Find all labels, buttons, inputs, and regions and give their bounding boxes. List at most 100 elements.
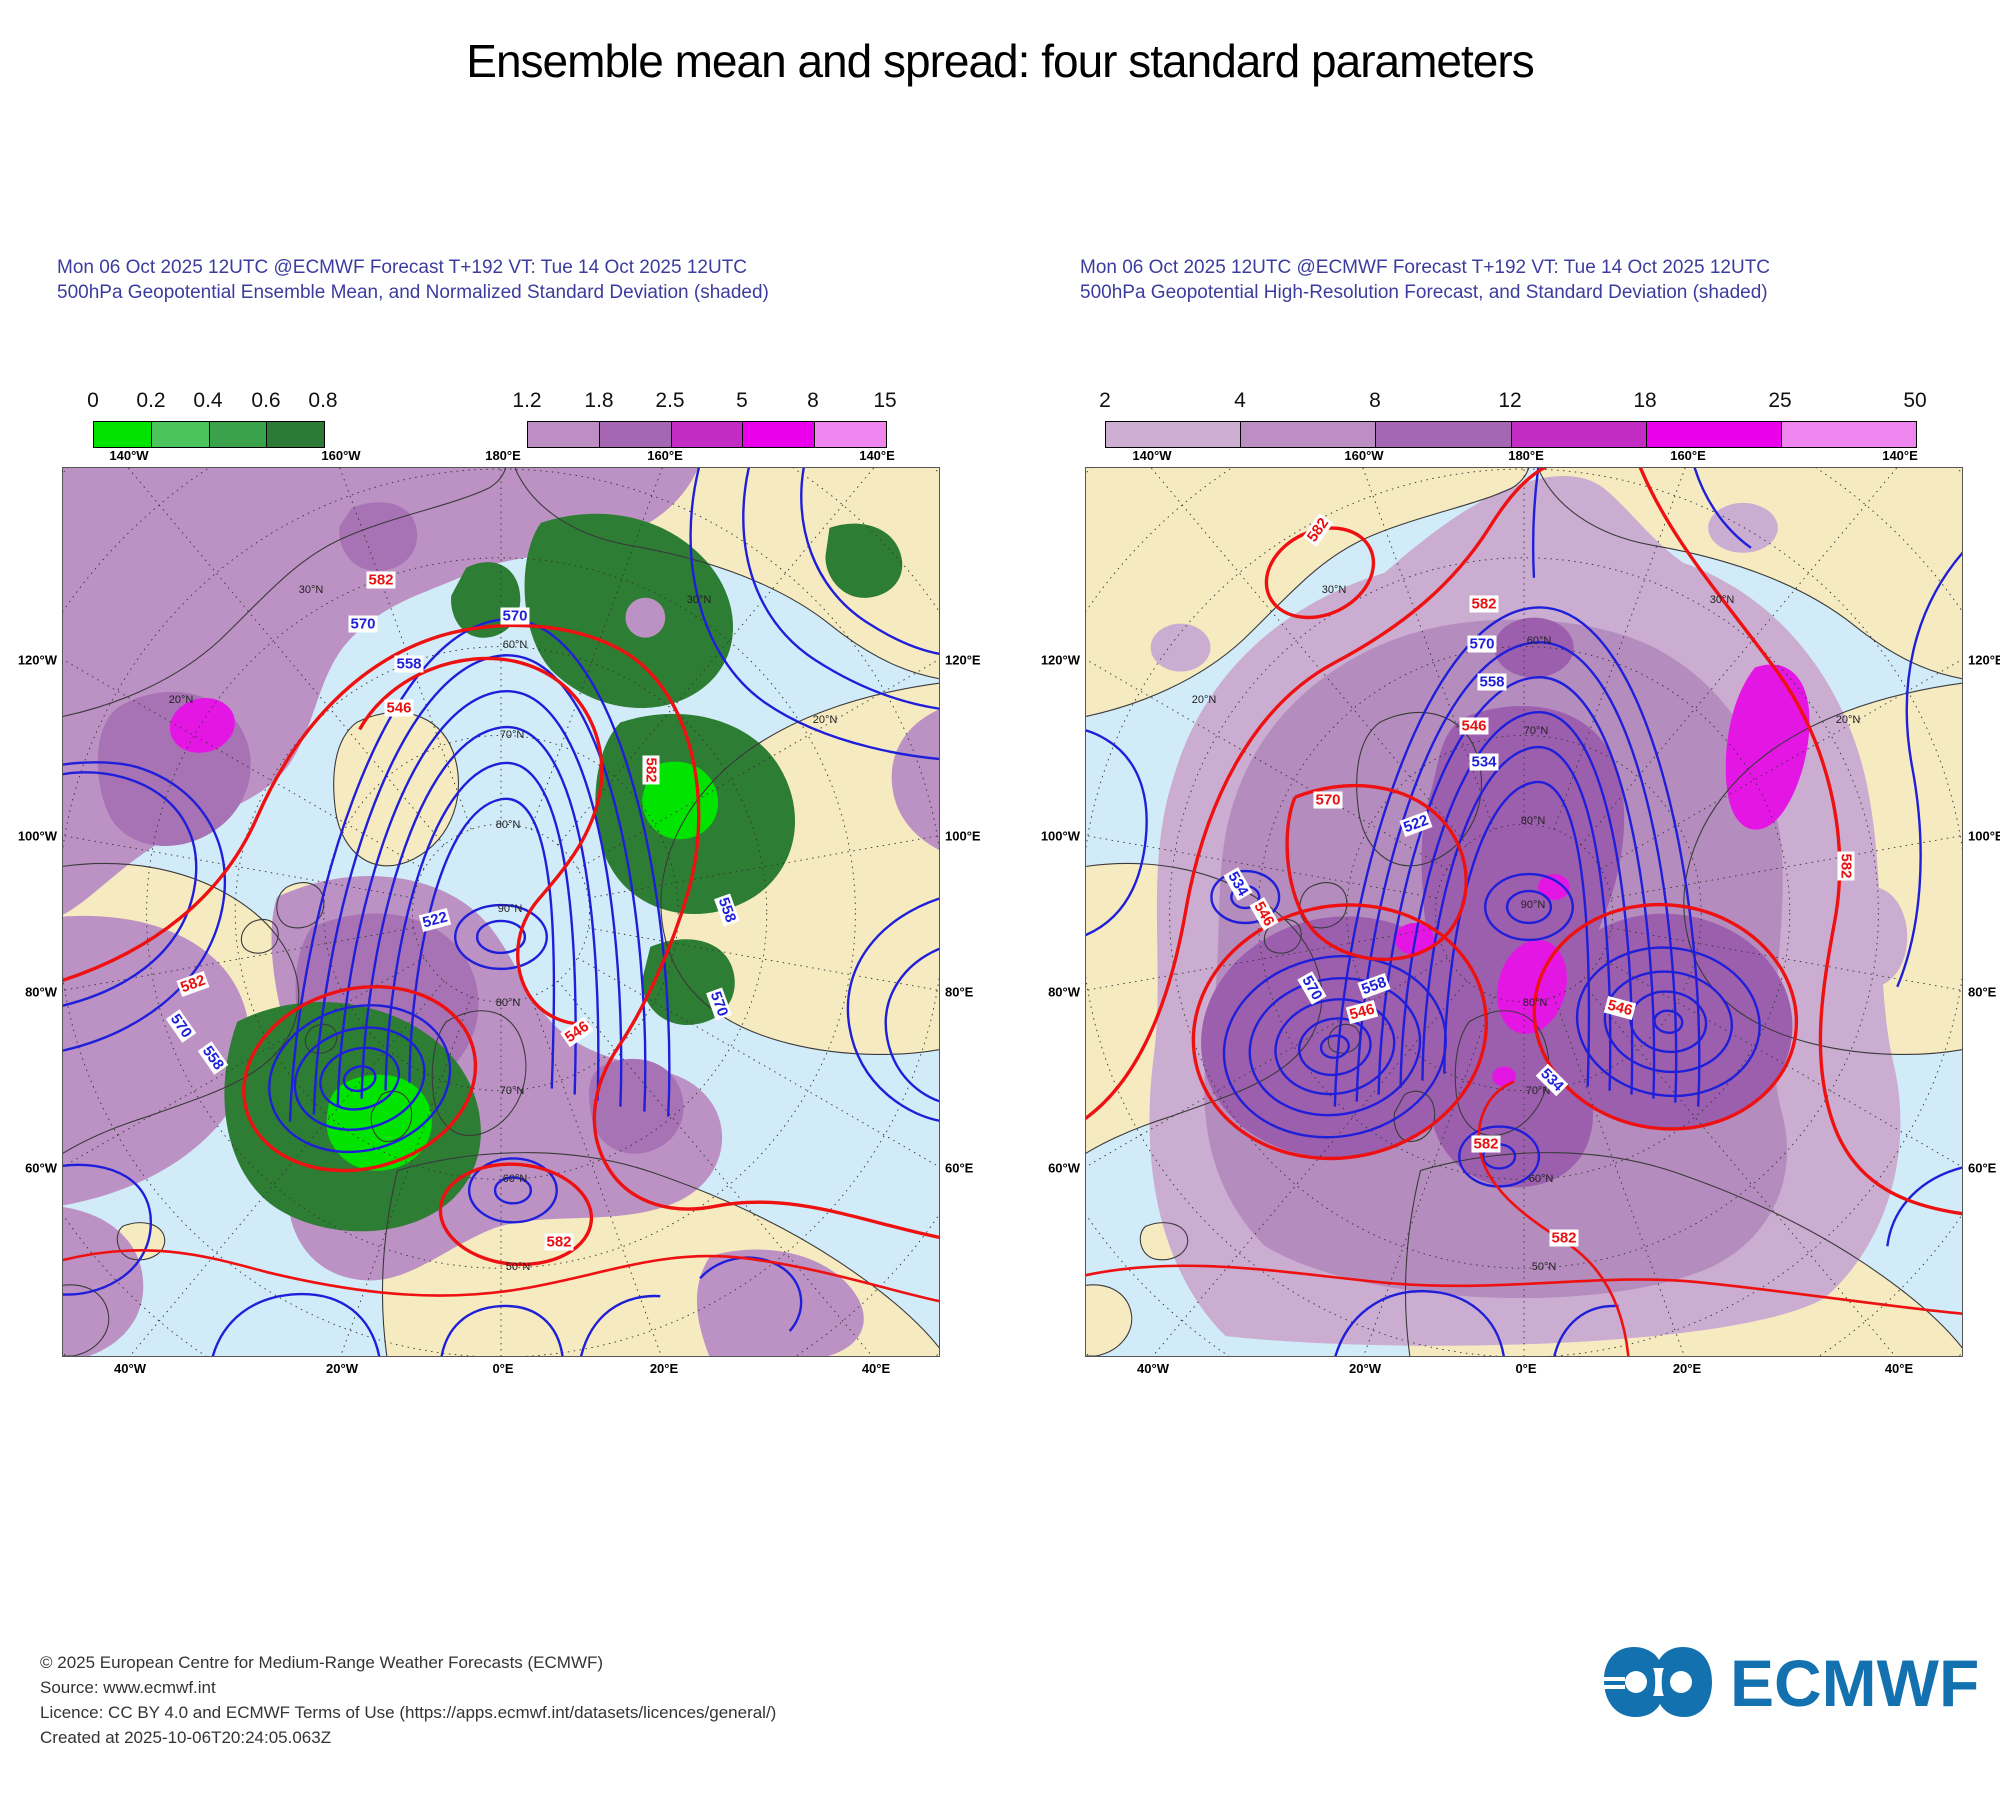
lon-label: 180°E: [1508, 448, 1544, 463]
lat-label: 20°N: [168, 694, 194, 706]
footer-copyright: © 2025 European Centre for Medium-Range …: [40, 1653, 604, 1672]
lon-label: 60°W: [1048, 1160, 1080, 1176]
colorbar-tick: 5: [736, 389, 748, 412]
contour-label: 534: [1469, 753, 1499, 771]
lon-label: 60°E: [945, 1160, 974, 1176]
footer-source: Source: www.ecmwf.int: [40, 1678, 216, 1697]
lon-label: 100°W: [17, 828, 57, 844]
contour-label: 558: [1477, 673, 1507, 691]
lon-label: 60°W: [25, 1160, 57, 1176]
colorbar-segment: [267, 422, 324, 447]
lat-label: 80°N: [1520, 815, 1546, 827]
contour-label: 582: [1549, 1229, 1579, 1247]
colorbar-tick: 8: [807, 389, 819, 412]
lat-label: 90°N: [497, 903, 523, 915]
lat-label: 70°N: [1525, 1085, 1551, 1097]
colorbar-tick: 0: [87, 389, 99, 412]
lon-label: 80°E: [1968, 984, 1997, 1000]
lat-label: 80°N: [495, 997, 521, 1009]
lat-label: 30°N: [1709, 594, 1735, 606]
colorbar-tick: 15: [873, 389, 897, 412]
contour-label: 546: [384, 699, 414, 717]
colorbar-tick: 0.2: [136, 389, 166, 412]
lat-label: 20°N: [812, 714, 838, 726]
geopotential-contours-blue: [1086, 468, 1962, 1356]
lon-label: 140°E: [859, 448, 895, 463]
shading-normalized-sd: [63, 468, 939, 1356]
page-title: Ensemble mean and spread: four standard …: [466, 35, 1534, 87]
panel-hires-forecast: Mon 06 Oct 2025 12UTC @ECMWF Forecast T+…: [1041, 255, 2000, 1376]
lat-label: 50°N: [1531, 1261, 1557, 1273]
contour-label: 582: [642, 755, 660, 785]
footer-created-at: Created at 2025-10-06T20:24:05.063Z: [40, 1728, 332, 1747]
panel-ensemble-mean: Mon 06 Oct 2025 12UTC @ECMWF Forecast T+…: [18, 255, 981, 1376]
lon-label: 60°E: [1968, 1160, 1997, 1176]
colorbar-tick: 1.8: [584, 389, 614, 412]
colorbar-tick: 18: [1633, 389, 1657, 412]
colorbar-segment: [1511, 422, 1647, 447]
colorbar-tick: 4: [1234, 389, 1246, 412]
lon-label: 80°E: [945, 984, 974, 1000]
colorbar-tick: 50: [1903, 389, 1927, 412]
lon-label: 100°E: [945, 828, 981, 844]
lon-label: 80°W: [1048, 984, 1080, 1000]
lon-label: 160°W: [1344, 448, 1384, 463]
lat-label: 20°N: [1835, 714, 1861, 726]
lat-label: 60°N: [502, 639, 528, 651]
lat-label: 70°N: [1523, 725, 1549, 737]
contour-label: 582: [544, 1233, 574, 1251]
lat-label: 60°N: [502, 1173, 528, 1185]
lat-label: 60°N: [1526, 635, 1552, 647]
colorbar-segment: [209, 422, 268, 447]
lon-label: 120°E: [1968, 652, 2000, 668]
colorbar-tick: 25: [1768, 389, 1792, 412]
contour-label: 582: [366, 571, 396, 589]
panel-header-datetime: Mon 06 Oct 2025 12UTC @ECMWF Forecast T+…: [57, 257, 748, 278]
contour-label: 570: [348, 615, 378, 633]
magenta-max: [1497, 939, 1567, 1034]
lon-label: 40°E: [1884, 1361, 1914, 1376]
lon-label: 0°E: [1515, 1361, 1537, 1376]
lon-label: 140°W: [109, 448, 149, 463]
lat-label: 70°N: [499, 1085, 525, 1097]
lon-label: 20°E: [649, 1361, 679, 1376]
lon-label: 20°W: [1349, 1361, 1381, 1376]
colorbar-segment: [671, 422, 744, 447]
panel-header-field: 500hPa Geopotential High-Resolution Fore…: [1080, 282, 1768, 303]
colorbar-tick: 8: [1369, 389, 1381, 412]
lat-label: 80°N: [495, 819, 521, 831]
lon-label: 40°W: [1137, 1361, 1169, 1376]
lon-label: 80°W: [25, 984, 57, 1000]
magenta-max: [169, 698, 235, 753]
lon-label: 120°W: [1040, 652, 1080, 668]
map-ensemble-mean: 140°W 160°W 180°E 160°E 140°E 40°W 20°W …: [18, 448, 981, 1376]
contour-label: 570: [1313, 791, 1343, 809]
lon-label: 20°W: [326, 1361, 358, 1376]
colorbar-segment: [1241, 422, 1377, 447]
lon-label: 100°W: [1040, 828, 1080, 844]
colorbar-segment: [815, 422, 886, 447]
geopotential-contours-blue: [63, 468, 939, 1356]
colorbar-tick: 0.6: [251, 389, 281, 412]
lat-label: 60°N: [1528, 1173, 1554, 1185]
colorbar-tick: 2.5: [655, 389, 685, 412]
colorbar-green: [93, 421, 325, 448]
colorbar-segment: [743, 422, 816, 447]
lat-label: 50°N: [505, 1261, 531, 1273]
lon-label: 20°E: [1672, 1361, 1702, 1376]
panel-header-datetime: Mon 06 Oct 2025 12UTC @ECMWF Forecast T+…: [1080, 257, 1771, 278]
contour-label: 582: [1471, 1135, 1501, 1153]
geopotential-contours-red: [63, 623, 939, 1303]
contour-label: 582: [1837, 851, 1855, 881]
map-svg: [1086, 468, 1962, 1356]
ecmwf-logo: ECMWF: [1598, 1642, 1979, 1724]
lat-label: 30°N: [686, 594, 712, 606]
lon-label: 160°E: [1670, 448, 1706, 463]
contour-label: 546: [1459, 717, 1489, 735]
lat-label: 90°N: [1520, 899, 1546, 911]
lon-label: 0°E: [492, 1361, 514, 1376]
colorbar-segment: [1781, 422, 1917, 447]
contour-label: 582: [1469, 595, 1499, 613]
contour-label: 570: [1467, 635, 1497, 653]
lon-label: 180°E: [485, 448, 521, 463]
